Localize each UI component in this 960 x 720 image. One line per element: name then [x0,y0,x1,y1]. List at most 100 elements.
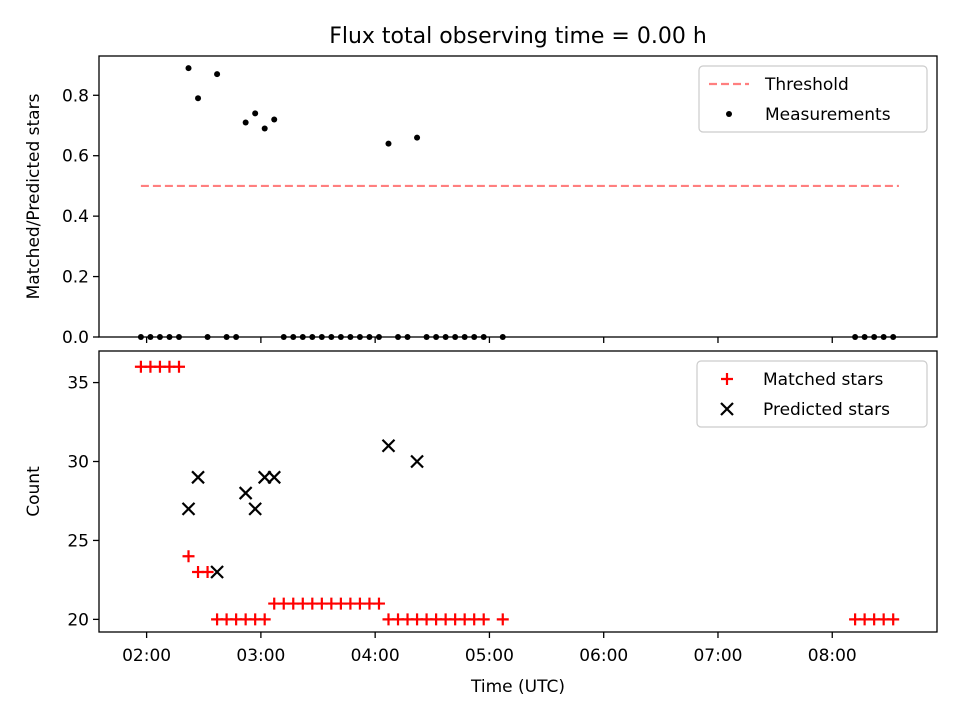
x-tick-label: 05:00 [465,646,514,666]
x-axis-label: Time (UTC) [470,677,565,697]
axes-frame [98,55,938,338]
matched-star-point [496,613,509,626]
measurement-point [452,334,459,340]
y-tick-label: 0.0 [62,328,89,348]
measurement-point [204,334,211,340]
measurement-point [280,334,287,340]
measurement-point [328,334,335,340]
predicted-star-point [267,470,281,485]
predicted-star-point [191,470,205,485]
measurement-point [471,334,478,340]
predicted-star-point [181,502,196,516]
measurement-point [480,334,487,340]
measurement-point [442,334,449,340]
measurement-point [861,334,868,340]
measurement-point [156,334,163,340]
matched-star-point [201,566,214,579]
count-panel: 20 25 30 35 02:00 03:00 04:00 05:00 06:00 07:00 08… [24,350,938,697]
predicted-star-point [381,438,396,453]
chart-title: Flux total observing time = 0.00 h [329,24,707,49]
ratio-panel: 0.0 0.2 0.4 0.6 0.8 Matched/Predicted stars Th… [24,55,938,348]
measurement-point [252,110,259,117]
y-tick-label: 35 [67,374,89,394]
measurement-point [375,334,382,340]
measurement-point [185,65,192,72]
measurement-point [166,334,173,340]
measurement-point [214,71,221,78]
measurement-point [309,334,316,340]
matched-star-point [172,360,185,373]
x-tick-label: 02:00 [122,646,171,666]
measurement-point [318,334,325,340]
y-tick-label: 0.2 [62,268,89,288]
matched-star-point [372,597,385,610]
measurement-point [433,334,440,340]
series-predicted-stars [181,438,424,579]
measurement-point [299,334,306,340]
measurement-point [175,334,182,340]
measurement-point [890,334,897,340]
y-tick-label: 20 [67,610,89,630]
series-measurements [137,65,897,340]
matched-star-point [477,613,490,626]
measurement-point [195,95,202,102]
x-tick-label: 04:00 [351,646,400,666]
measurement-point [385,140,392,147]
y-tick-label: 0.6 [62,147,89,167]
legend: Matched stars Predicted stars [696,360,928,428]
matched-star-point [887,613,900,626]
matched-star-point [182,550,195,563]
measurement-point [290,334,297,340]
measurement-point [366,334,373,340]
legend-label: Matched stars [763,370,883,390]
x-tick-label: 06:00 [579,646,628,666]
y-tick-label: 0.4 [62,207,89,227]
measurement-point [880,334,887,340]
measurement-point [852,334,859,340]
matched-star-point [258,613,271,626]
measurement-point [147,334,154,340]
legend-label: Threshold [764,75,849,95]
y-axis-label: Count [24,466,44,517]
x-tick-label: 03:00 [236,646,285,666]
measurement-point [726,111,732,117]
measurement-point [261,125,268,132]
measurement-point [404,334,411,340]
legend-box [698,65,928,133]
measurement-point [347,334,354,340]
legend-label: Predicted stars [763,400,890,420]
y-tick-label: 0.8 [62,86,89,106]
x-tick-label: 08:00 [808,646,857,666]
legend-label: Measurements [765,105,891,125]
legend: Threshold Measurements [698,65,928,133]
measurement-point [137,334,144,340]
measurement-point [871,334,878,340]
measurement-point [242,119,249,126]
measurement-point [414,134,421,141]
measurement-point [356,334,363,340]
y-tick-label: 25 [67,531,89,551]
y-axis-label: Matched/Predicted stars [24,93,44,299]
y-tick-label: 30 [67,453,89,473]
measurement-point [395,334,402,340]
x-tick-label: 07:00 [693,646,742,666]
predicted-star-point [720,402,734,416]
predicted-star-point [248,502,262,516]
measurement-point [233,334,240,340]
legend-box [696,360,928,428]
measurement-point [271,116,278,123]
measurement-point [461,334,468,340]
panels: 0.0 0.2 0.4 0.6 0.8 Matched/Predicted stars Th… [24,55,938,697]
measurement-point [337,334,344,340]
predicted-star-point [410,454,424,469]
predicted-star-point [238,486,253,500]
predicted-star-point [210,565,224,579]
axes-frame [98,350,938,633]
measurement-point [223,334,230,340]
series-matched-stars [134,360,900,626]
measurement-point [499,334,506,340]
matched-star-point [721,373,733,385]
measurement-point [423,334,430,340]
